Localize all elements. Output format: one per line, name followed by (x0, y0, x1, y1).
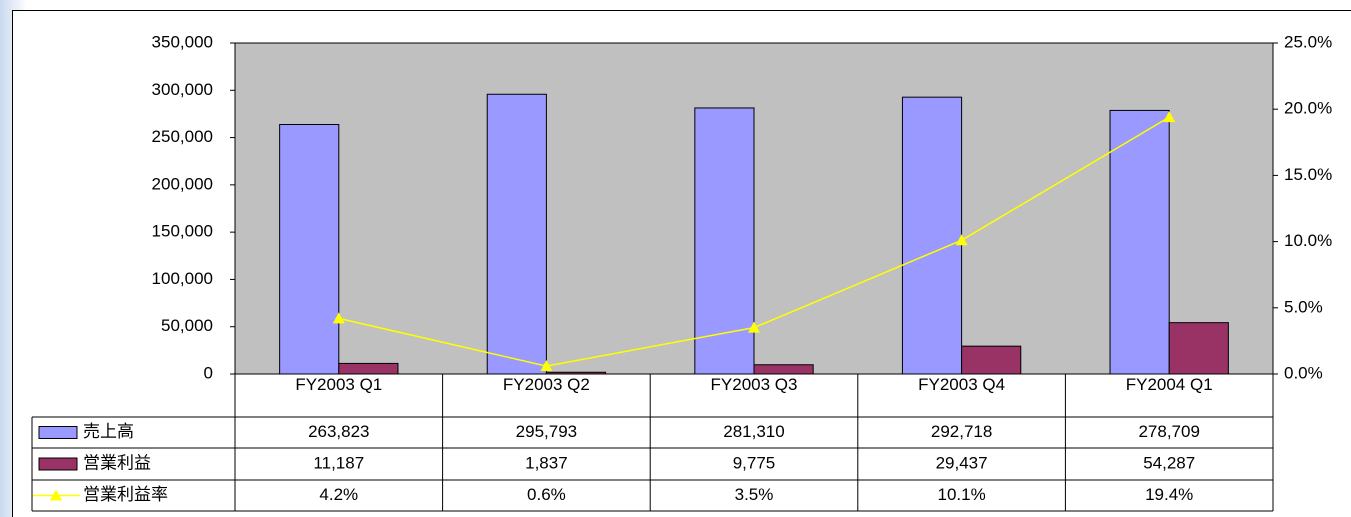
y-tick-label: 250,000 (152, 127, 213, 146)
y-tick-label: 100,000 (152, 269, 213, 288)
bar (753, 364, 814, 375)
bar (961, 345, 1022, 375)
table-value: 278,709 (1138, 422, 1199, 441)
x-tick-label: FY2003 Q3 (711, 375, 798, 394)
bar (694, 107, 755, 375)
bar (486, 93, 547, 375)
legend-label: 営業利益 (83, 453, 151, 472)
table-value: 295,793 (516, 422, 577, 441)
y2-tick-label: 20.0% (1284, 99, 1332, 118)
table-value: 263,823 (308, 422, 369, 441)
y-tick-label: 300,000 (152, 80, 213, 99)
bar (545, 371, 607, 375)
y-tick-label: 200,000 (152, 174, 213, 193)
y-tick-label: 50,000 (161, 316, 213, 335)
marker (1163, 111, 1176, 123)
y2-tick-label: 10.0% (1284, 231, 1332, 250)
marker (955, 234, 968, 246)
bar (338, 362, 399, 375)
x-tick-label: FY2003 Q4 (918, 375, 1005, 394)
marker (540, 360, 553, 372)
table-value: 11,187 (313, 453, 364, 472)
table-value: 9,775 (733, 453, 776, 472)
table-value: 0.6% (527, 485, 566, 504)
bar (1109, 109, 1170, 375)
table-value: 10.1% (937, 485, 985, 504)
table-value: 29,437 (936, 453, 988, 472)
x-tick-label: FY2003 Q2 (503, 375, 590, 394)
table-value: 3.5% (735, 485, 774, 504)
legend-key (38, 426, 78, 439)
y-tick-label: 350,000 (152, 32, 213, 51)
table-value: 292,718 (931, 422, 992, 441)
y-tick-label: 150,000 (152, 222, 213, 241)
x-tick-label: FY2004 Q1 (1126, 375, 1213, 394)
marker (748, 321, 760, 333)
legend-key (50, 489, 62, 501)
legend-key (38, 457, 78, 471)
table-value: 4.2% (319, 485, 358, 504)
table-value: 54,287 (1143, 453, 1195, 472)
y2-tick-label: 15.0% (1284, 165, 1332, 184)
legend-label: 売上高 (83, 422, 134, 441)
y2-tick-label: 5.0% (1284, 297, 1323, 316)
y2-tick-label: 25.0% (1284, 32, 1332, 51)
bar (901, 96, 963, 375)
table-value: 1,837 (525, 453, 568, 472)
table-value: 281,310 (723, 422, 784, 441)
y-tick-label: 0 (204, 363, 213, 382)
bar (279, 123, 340, 375)
x-tick-label: FY2003 Q1 (295, 375, 382, 394)
bar (1168, 322, 1229, 375)
y2-tick-label: 0.0% (1284, 363, 1323, 382)
legend-label: 営業利益率 (83, 485, 168, 504)
table-value: 19.4% (1145, 485, 1193, 504)
marker (332, 312, 345, 324)
